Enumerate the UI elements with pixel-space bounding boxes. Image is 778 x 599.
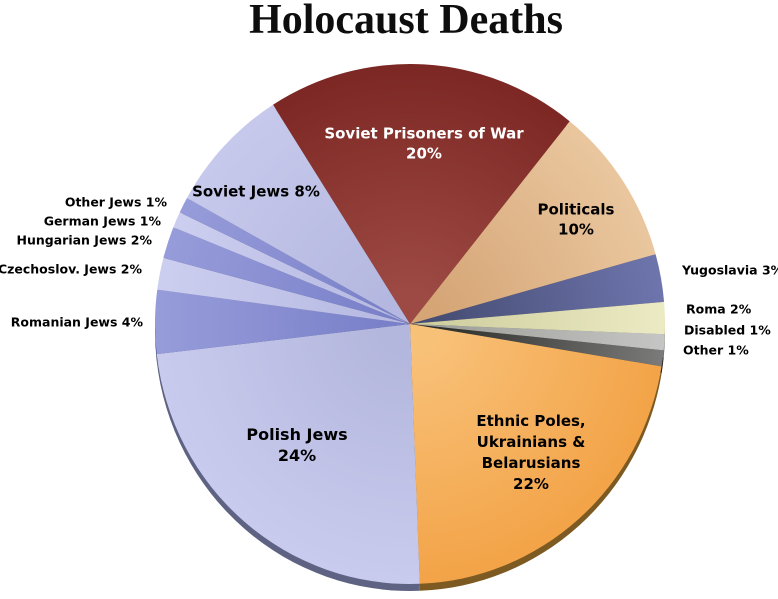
label-other: Other 1% [683,342,749,357]
label-roma: Roma 2% [686,301,752,316]
label-disabled: Disabled 1% [684,322,771,337]
slice-politicals [410,121,656,324]
slice-roma [410,301,665,335]
label-romanian-jews: Romanian Jews 4% [11,314,144,329]
chart-title: Holocaust Deaths [249,0,563,43]
slice-soviet-jews [186,104,410,324]
label-german-jews: German Jews 1% [44,213,162,228]
slice-other-jews [179,198,410,324]
label-politicals: Politicals 10% [538,200,615,238]
label-ethnic-poles: Ethnic Poles, Ukrainians & Belarusians 22% [476,412,585,493]
slice-hungarian-jews [163,227,410,324]
slice-polish-jews [156,324,420,585]
slice-ethnic-poles [410,324,662,584]
label-yugoslavia: Yugoslavia 3% [681,262,778,277]
label-other-jews: Other Jews 1% [65,194,168,209]
label-czechoslov-jews: Czechoslov. Jews 2% [0,261,142,276]
slice-german-jews [173,212,410,324]
slice-yugoslavia [410,254,665,324]
slice-czechoslov-jews [157,257,410,324]
slice-other [410,324,664,367]
slice-soviet-pow [272,64,570,325]
label-soviet-jews: Soviet Jews 8% [192,182,320,200]
label-soviet-pow: Soviet Prisoners of War 20% [324,124,524,162]
slice-disabled [410,324,665,351]
label-polish-jews: Polish Jews 24% [246,425,347,465]
slice-romanian-jews [155,289,410,355]
label-hungarian-jews: Hungarian Jews 2% [17,232,153,247]
